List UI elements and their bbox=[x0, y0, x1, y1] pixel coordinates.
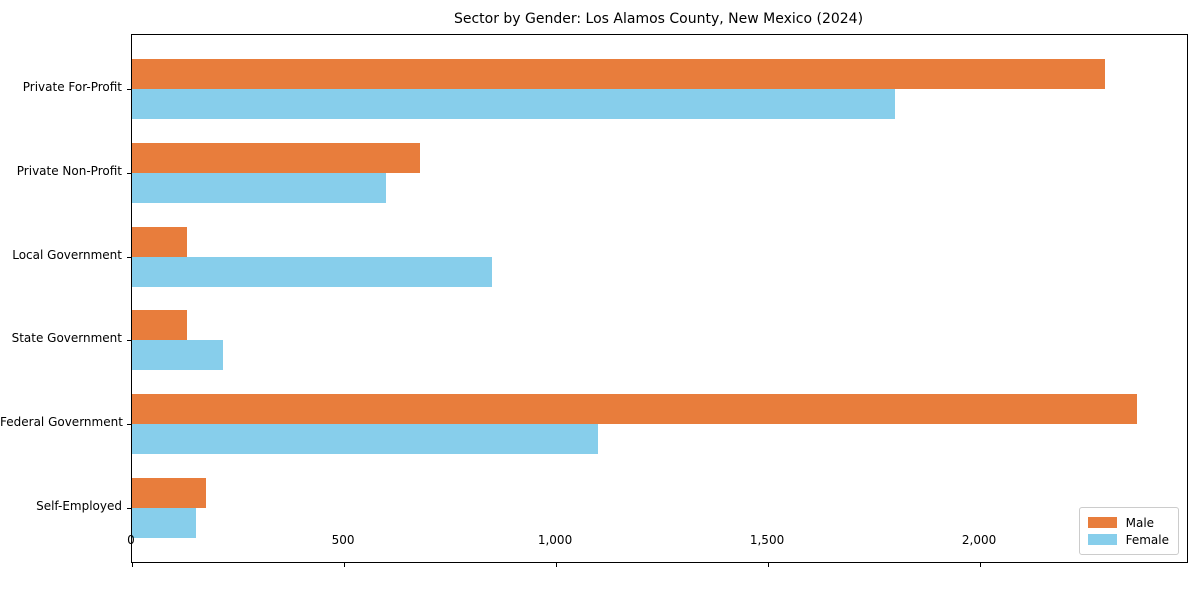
chart-title: Sector by Gender: Los Alamos County, New… bbox=[453, 11, 864, 27]
bar-female-self-employed bbox=[132, 508, 196, 539]
y-tick-mark-self-employed bbox=[127, 508, 131, 510]
bar-male-self-employed bbox=[132, 478, 207, 509]
y-tick-label-private-non-profit: Private Non-Profit bbox=[16, 163, 122, 178]
y-tick-label-local-government: Local Government bbox=[12, 247, 122, 262]
bar-female-private-non-profit bbox=[132, 172, 387, 203]
y-tick-label-state-government: State Government bbox=[11, 331, 122, 346]
y-tick-label-federal-government: Federal Government bbox=[0, 415, 123, 430]
bar-female-state-government bbox=[132, 340, 224, 371]
legend-label-female: Female bbox=[1125, 532, 1169, 547]
y-tick-label-self-employed: Self-Employed bbox=[36, 499, 122, 514]
legend-swatch-male bbox=[1087, 517, 1117, 528]
legend-swatch-female bbox=[1087, 534, 1117, 545]
y-tick-label-private-for-profit: Private For-Profit bbox=[22, 79, 122, 94]
bar-female-federal-government bbox=[132, 424, 599, 455]
x-tick-mark-500 bbox=[344, 563, 346, 567]
x-tick-mark-2000 bbox=[980, 563, 982, 567]
bar-male-private-non-profit bbox=[132, 142, 421, 173]
legend-row-male: Male bbox=[1087, 514, 1169, 531]
bar-male-local-government bbox=[132, 226, 188, 257]
bar-male-federal-government bbox=[132, 394, 1137, 425]
y-tick-mark-state-government bbox=[127, 340, 131, 342]
bar-male-state-government bbox=[132, 310, 188, 341]
plot-area: Male Female bbox=[127, 34, 1188, 567]
legend-row-female: Female bbox=[1087, 531, 1169, 548]
x-tick-label-1500: 1,500 bbox=[749, 533, 785, 547]
x-tick-label-500: 500 bbox=[331, 533, 355, 547]
x-tick-mark-1500 bbox=[768, 563, 770, 567]
x-tick-mark-1000 bbox=[556, 563, 558, 567]
bar-female-local-government bbox=[132, 256, 493, 287]
legend-label-male: Male bbox=[1125, 515, 1155, 530]
y-tick-mark-local-government bbox=[127, 256, 131, 258]
x-tick-label-2000: 2,000 bbox=[961, 533, 997, 547]
y-tick-mark-private-for-profit bbox=[127, 88, 131, 90]
x-tick-label-0: 0 bbox=[127, 533, 135, 547]
bar-male-private-for-profit bbox=[132, 58, 1106, 89]
bar-female-private-for-profit bbox=[132, 88, 896, 119]
x-tick-mark-0 bbox=[132, 563, 133, 567]
x-tick-label-1000: 1,000 bbox=[537, 533, 573, 547]
y-tick-mark-federal-government bbox=[127, 424, 131, 426]
y-tick-mark-private-non-profit bbox=[127, 172, 131, 174]
legend: Male Female bbox=[1078, 507, 1179, 555]
